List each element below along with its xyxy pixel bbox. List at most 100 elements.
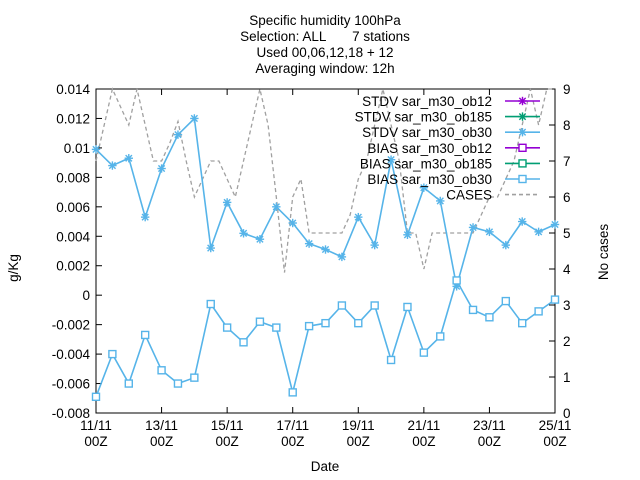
data-point (436, 196, 445, 206)
data-point (91, 145, 101, 154)
data-point (222, 198, 232, 207)
series-line (95, 278, 556, 398)
x-tick-label-time: 00Z (84, 434, 107, 449)
data-point (288, 218, 297, 228)
x-tick-label: 23/11 (473, 418, 506, 433)
legend-entry: CASES (446, 188, 540, 203)
chart-title-line-1: Specific humidity 100hPa (249, 13, 401, 28)
data-point (288, 388, 297, 397)
data-point (140, 212, 150, 222)
data-point (239, 229, 248, 238)
y2-tick-label: 1 (563, 370, 571, 385)
data-point (173, 130, 183, 139)
data-point (485, 313, 494, 322)
chart-title-line-2: Selection: ALL 7 stations (240, 29, 410, 44)
chart-title-line-3: Used 00,06,12,18 + 12 (257, 45, 394, 60)
data-point (190, 114, 199, 123)
data-point (173, 379, 183, 388)
legend-label: CASES (446, 188, 492, 203)
data-point (206, 243, 215, 253)
x-axis-label: Date (311, 459, 340, 474)
chart-title-line-4: Averaging window: 12h (255, 61, 394, 76)
x-tick-label-time: 00Z (281, 434, 304, 449)
y2-tick-label: 8 (563, 118, 571, 133)
legend-label: BIAS sar_m30_ob30 (367, 172, 492, 187)
data-point (304, 239, 314, 248)
x-tick-label: 21/11 (407, 418, 440, 433)
y-tick-label: 0.002 (56, 259, 90, 274)
legend-label: STDV sar_m30_ob12 (362, 94, 492, 109)
data-point (255, 235, 265, 244)
series-cases (95, 86, 555, 273)
legend-entry: STDV sar_m30_ob30 (362, 125, 540, 140)
data-point (190, 373, 199, 382)
data-point (108, 349, 117, 359)
chart-title: Specific humidity 100hPa Selection: ALL … (240, 13, 410, 76)
data-point (468, 223, 478, 232)
data-point (124, 154, 133, 163)
x-tick-label-time: 00Z (543, 434, 566, 449)
data-point (386, 155, 396, 164)
data-point (255, 317, 265, 326)
data-point (550, 220, 560, 229)
data-point (518, 128, 527, 137)
x-tick-label: 19/11 (342, 418, 375, 433)
data-point (337, 301, 347, 310)
x-tick-label: 13/11 (145, 418, 178, 433)
data-point (518, 143, 527, 153)
data-point (386, 355, 396, 365)
data-point (321, 245, 330, 254)
series-stdv-sar-m30-ob30 (91, 114, 560, 291)
y2-tick-label: 5 (563, 226, 571, 241)
data-point (518, 217, 527, 226)
series-line (95, 86, 555, 273)
data-point (534, 227, 543, 237)
x-tick-label-time: 00Z (150, 434, 173, 449)
series-bias-sar-m30-ob30 (91, 276, 560, 401)
data-point (501, 240, 511, 250)
legend-entry: BIAS sar_m30_ob12 (367, 141, 540, 156)
data-point (403, 302, 412, 312)
x-tick-label: 15/11 (211, 418, 244, 433)
data-point (419, 348, 429, 357)
legend-label: BIAS sar_m30_ob12 (367, 141, 492, 156)
data-point (124, 379, 133, 388)
legend-entry: BIAS sar_m30_ob185 (360, 156, 540, 171)
legend-entry: STDV sar_m30_ob12 (362, 94, 540, 109)
data-point (518, 174, 527, 184)
data-point (272, 202, 281, 212)
y-tick-label: -0.008 (52, 406, 90, 421)
data-point (452, 276, 461, 285)
legend-label: STDV sar_m30_ob185 (355, 110, 492, 125)
data-point (354, 212, 363, 222)
data-point (436, 332, 445, 341)
y2-tick-label: 2 (563, 334, 571, 349)
data-point (419, 183, 429, 192)
y2-tick-label: 4 (563, 262, 571, 277)
data-point (550, 295, 560, 304)
x-tick-label: 17/11 (276, 418, 309, 433)
data-point (206, 299, 215, 309)
y-tick-label: 0.01 (64, 141, 90, 156)
y-tick-label: 0.004 (56, 229, 90, 244)
data-point (370, 240, 379, 250)
x-tick-label-time: 00Z (412, 434, 435, 449)
y2-axis-label: No cases (596, 224, 611, 281)
y-tick-label: 0.014 (56, 82, 90, 97)
data-point (91, 392, 101, 401)
x-tick-label: 25/11 (539, 418, 572, 433)
data-point (157, 164, 166, 173)
data-point (108, 161, 117, 170)
y2-tick-label: 3 (563, 298, 571, 313)
y-tick-label: 0.012 (56, 111, 90, 126)
y-tick-label: 0.008 (56, 170, 90, 185)
y2-tick-label: 0 (563, 406, 571, 421)
plot-frame (95, 88, 556, 414)
x-tick-label-time: 00Z (216, 434, 239, 449)
y-tick-label: -0.006 (52, 377, 90, 392)
legend-entry: BIAS sar_m30_ob30 (367, 172, 540, 187)
legend-entry: STDV sar_m30_ob185 (355, 110, 540, 125)
data-point (222, 323, 232, 332)
